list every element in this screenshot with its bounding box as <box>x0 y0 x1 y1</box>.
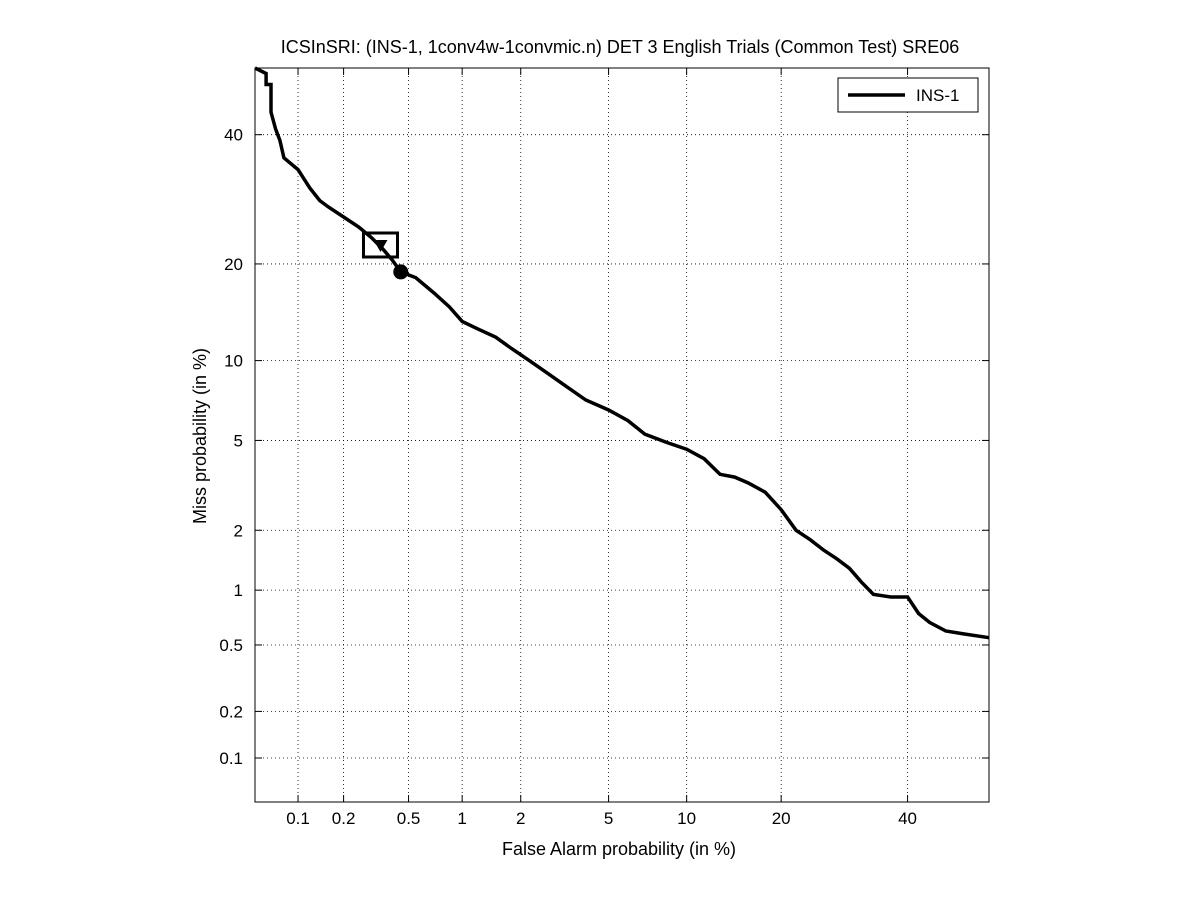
x-tick-label: 0.2 <box>332 809 356 828</box>
x-tick-label: 0.5 <box>397 809 421 828</box>
x-tick-label: 2 <box>516 809 525 828</box>
x-tick-label: 20 <box>772 809 791 828</box>
series-line-ins-1 <box>254 66 990 640</box>
grid <box>255 68 989 802</box>
y-tick-label: 2 <box>234 521 243 540</box>
act-dcf-triangle-marker <box>373 239 388 252</box>
min-dcf-circle-marker <box>393 264 409 280</box>
y-axis-label: Miss probability (in %) <box>190 348 210 524</box>
x-tick-label: 1 <box>457 809 466 828</box>
legend-label-ins-1: INS-1 <box>916 86 959 105</box>
x-tick-label: 5 <box>604 809 613 828</box>
chart-title: ICSInSRI: (INS-1, 1conv4w-1convmic.n) DE… <box>281 37 960 57</box>
axis-ticks: 0.1 0.2 0.5 1 2 5 10 20 40 0.1 0.2 0.5 1 2 5 10 20 40 <box>219 68 989 828</box>
marker-layer <box>361 231 409 280</box>
y-tick-label: 0.5 <box>219 636 243 655</box>
plot-frame <box>254 67 990 803</box>
series-layer <box>254 66 990 640</box>
x-axis-label: False Alarm probability (in %) <box>502 839 736 859</box>
legend: INS-1 <box>837 77 979 113</box>
y-tick-label: 1 <box>234 581 243 600</box>
y-tick-label: 5 <box>234 431 243 450</box>
y-tick-label: 20 <box>224 255 243 274</box>
x-tick-label: 40 <box>898 809 917 828</box>
x-tick-label: 0.1 <box>286 809 310 828</box>
act-dcf-square-marker <box>361 231 399 259</box>
y-tick-label: 0.1 <box>219 749 243 768</box>
y-tick-label: 0.2 <box>219 702 243 721</box>
x-tick-label: 10 <box>677 809 696 828</box>
y-tick-label: 10 <box>224 352 243 371</box>
y-tick-label: 40 <box>224 126 243 145</box>
